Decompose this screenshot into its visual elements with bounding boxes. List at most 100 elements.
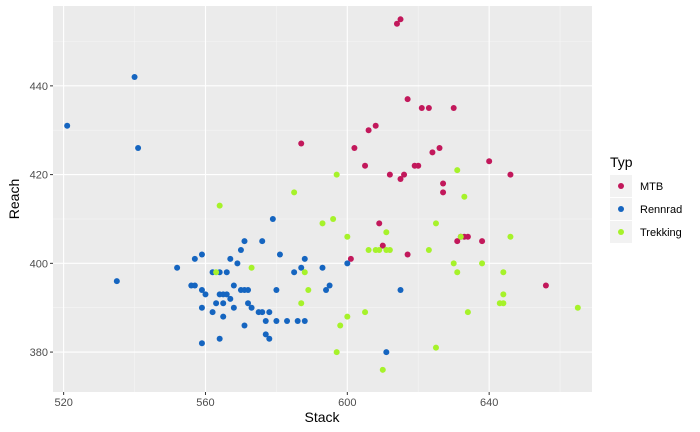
axis-ticks [50,85,490,395]
point-rennrad [397,286,404,293]
point-rennrad [298,264,305,271]
point-mtb [347,255,354,262]
point-mtb [464,233,471,240]
point-rennrad [284,318,291,325]
point-trekking [333,171,340,178]
point-rennrad [248,304,255,311]
point-rennrad [198,251,205,258]
point-rennrad [301,318,308,325]
point-trekking [376,247,383,254]
point-rennrad [220,300,227,307]
point-rennrad [262,318,269,325]
point-rennrad [198,340,205,347]
point-trekking [305,286,312,293]
point-rennrad [234,260,241,267]
point-trekking [365,247,372,254]
point-mtb [507,171,514,178]
point-trekking [344,313,351,320]
x-tick-label: 560 [196,397,214,409]
point-mtb [386,171,393,178]
point-mtb [479,238,486,245]
point-rennrad [245,286,252,293]
point-trekking [457,233,464,240]
y-tick-label: 400 [30,258,48,270]
point-rennrad [230,304,237,311]
point-rennrad [266,335,273,342]
legend-swatch-trekking [618,229,624,235]
point-rennrad [220,313,227,320]
point-mtb [486,158,493,165]
point-rennrad [266,309,273,316]
y-axis-title: Reach [6,179,22,219]
point-rennrad [202,291,209,298]
point-trekking [432,220,439,227]
point-trekking [213,269,220,276]
point-rennrad [198,304,205,311]
x-tick-label: 640 [480,397,498,409]
x-axis-title: Stack [304,409,340,425]
point-rennrad [174,264,181,271]
point-rennrad [113,278,120,285]
point-trekking [500,291,507,298]
point-rennrad [276,251,283,258]
point-trekking [454,269,461,276]
point-trekking [319,220,326,227]
point-mtb [418,105,425,112]
point-mtb [440,180,447,187]
point-trekking [479,260,486,267]
point-mtb [372,122,379,129]
point-trekking [337,322,344,329]
point-trekking [248,264,255,271]
panel-background [53,6,592,392]
x-tick-label: 520 [54,397,72,409]
point-trekking [454,167,461,174]
point-trekking [386,247,393,254]
point-trekking [432,344,439,351]
y-tick-label: 440 [30,81,48,93]
point-rennrad [323,286,330,293]
point-mtb [415,162,422,169]
point-mtb [425,105,432,112]
point-rennrad [269,215,276,222]
tick-labels: 520 560 600 640 380 400 420 440 [30,81,499,409]
point-rennrad [245,300,252,307]
point-mtb [365,127,372,134]
point-rennrad [227,295,234,302]
point-rennrad [259,238,266,245]
point-rennrad [301,255,308,262]
point-trekking [333,349,340,356]
point-trekking [425,247,432,254]
legend: Typ MTB Rennrad Trekking [610,154,682,243]
point-rennrad [383,349,390,356]
point-trekking [301,269,308,276]
legend-label-mtb: MTB [640,181,663,193]
point-trekking [507,233,514,240]
point-rennrad [326,282,333,289]
point-rennrad [209,309,216,316]
point-mtb [404,96,411,103]
point-trekking [216,202,223,209]
point-mtb [397,16,404,23]
point-trekking [362,309,369,316]
point-trekking [500,300,507,307]
point-rennrad [241,238,248,245]
point-rennrad [191,282,198,289]
point-mtb [450,105,457,112]
point-rennrad [216,335,223,342]
point-rennrad [131,73,138,80]
point-rennrad [273,286,280,293]
point-rennrad [259,309,266,316]
point-mtb [379,242,386,249]
point-trekking [574,304,581,311]
point-mtb [542,282,549,289]
point-rennrad [135,144,142,151]
point-rennrad [344,260,351,267]
legend-swatch-mtb [618,183,624,189]
point-mtb [454,238,461,245]
minor-gridlines [53,6,592,392]
point-trekking [298,300,305,307]
y-tick-label: 380 [30,347,48,359]
legend-swatch-rennrad [618,206,624,212]
point-trekking [291,189,298,196]
point-rennrad [213,300,220,307]
